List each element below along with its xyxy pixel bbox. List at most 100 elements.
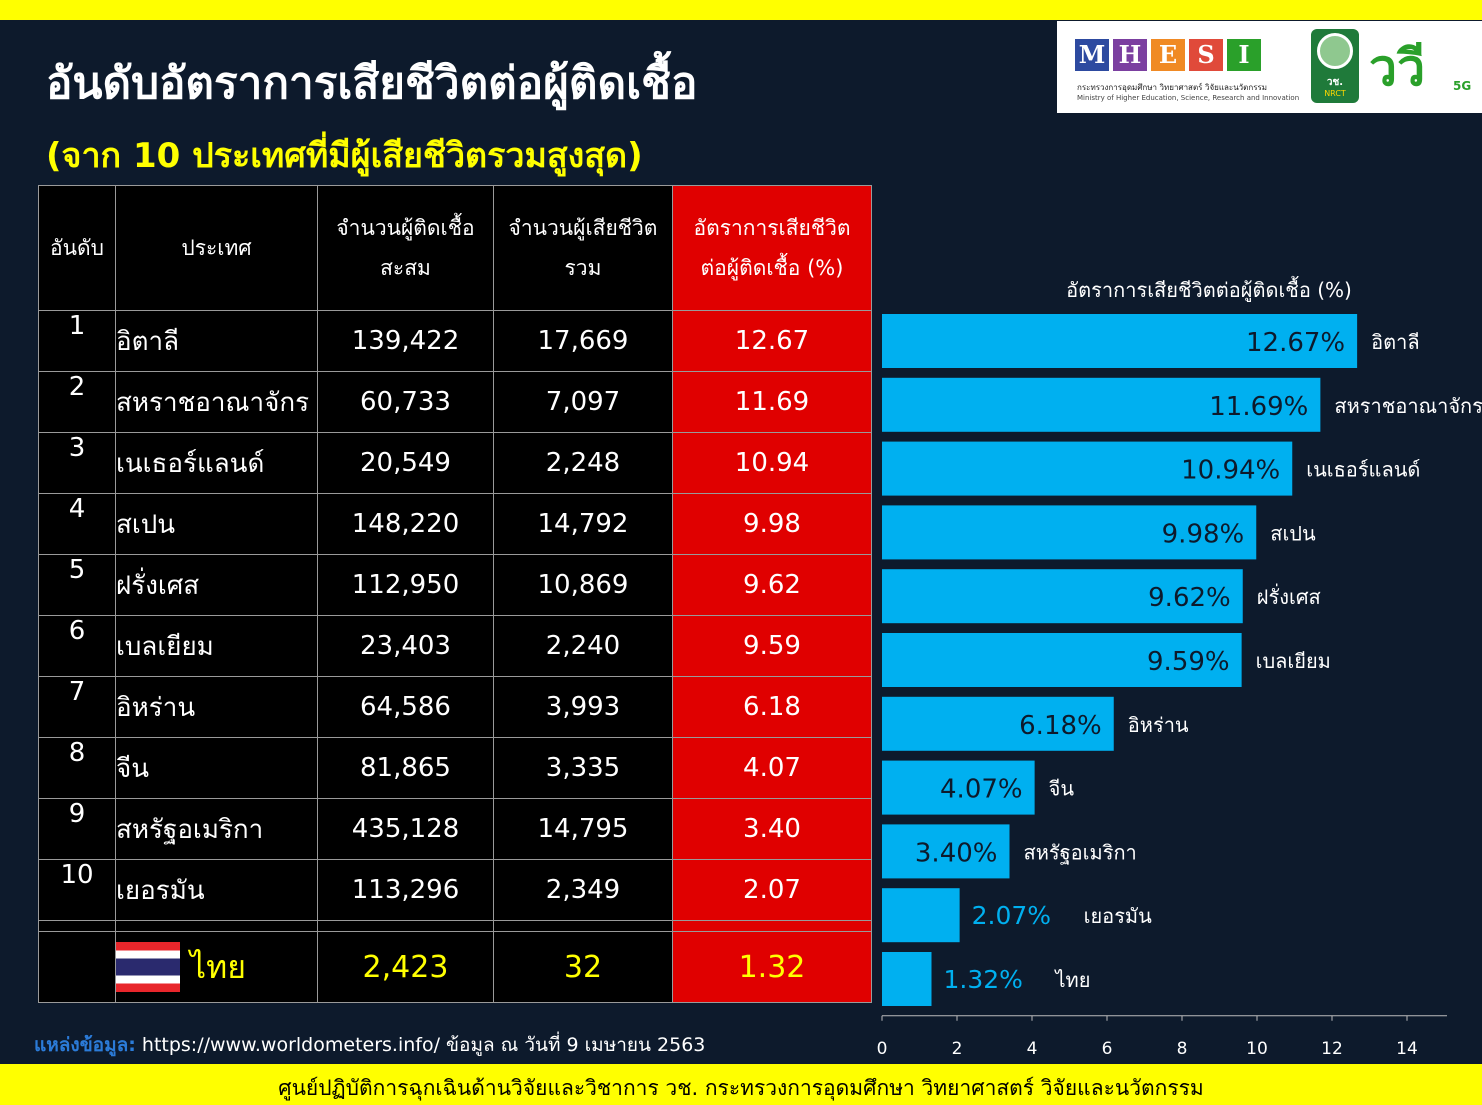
x-tick-label: 10: [1246, 1039, 1268, 1059]
x-tick-label: 14: [1396, 1039, 1418, 1059]
country-cell: สหราชอาณาจักร: [115, 371, 318, 433]
data-label: 2.07%: [972, 901, 1051, 930]
header-rank: อันดับ: [38, 185, 116, 311]
mhesi-letter: H: [1113, 39, 1147, 71]
rank-cell: 4: [38, 493, 116, 555]
fatality-rate-bar-chart: อัตราการเสียชีวิตต่อผู้ติดเชื้อ (%) 12.67…: [877, 276, 1482, 1059]
header-deaths-line2: รวม: [564, 256, 602, 280]
bar: [882, 952, 932, 1006]
data-label: 4.07%: [940, 775, 1023, 805]
thailand-rank-cell: [38, 931, 116, 1003]
rank-cell: 10: [38, 859, 116, 921]
deaths-cell: 2,349: [493, 859, 673, 921]
bar: [882, 888, 960, 943]
rate-cell: 12.67: [672, 310, 872, 372]
rank-cell: 6: [38, 615, 116, 677]
campaign-logo: ววี: [1369, 39, 1426, 97]
deaths-cell: 17,669: [493, 310, 673, 372]
rank-cell: 8: [38, 737, 116, 799]
category-label: อิตาลี: [1371, 330, 1420, 354]
mhesi-letter: I: [1227, 39, 1261, 71]
rate-cell: 11.69: [672, 371, 872, 433]
top-bar: [0, 0, 1482, 20]
category-label: อิหร่าน: [1128, 713, 1189, 737]
deaths-cell: 2,240: [493, 615, 673, 677]
nrct-thai-label: วช.: [1326, 77, 1344, 88]
rate-cell: 9.98: [672, 493, 872, 555]
header-deaths: จำนวนผู้เสียชีวิต รวม: [493, 185, 673, 311]
bar: [882, 696, 1114, 751]
table-row: 9 สหรัฐอเมริกา 435,128 14,795 3.40: [38, 798, 872, 860]
header-cases-line2: สะสม: [380, 256, 431, 280]
table-row: 1 อิตาลี 139,422 17,669 12.67: [38, 310, 872, 372]
category-label: เบลเยียม: [1256, 649, 1331, 673]
thailand-name: ไทย: [190, 947, 246, 986]
data-label: 6.18%: [1019, 711, 1102, 741]
table-row: 10 เยอรมัน 113,296 2,349 2.07: [38, 859, 872, 921]
cases-cell: 112,950: [317, 554, 494, 616]
country-cell: เบลเยียม: [115, 615, 318, 677]
rank-cell: 5: [38, 554, 116, 616]
mhesi-letter: M: [1075, 39, 1109, 71]
bar: [882, 824, 1010, 879]
cases-cell: 139,422: [317, 310, 494, 372]
country-cell: อิหร่าน: [115, 676, 318, 738]
rate-cell: 9.62: [672, 554, 872, 616]
category-label: ฝรั่งเศส: [1257, 583, 1321, 609]
cases-cell: 148,220: [317, 493, 494, 555]
category-label: เนเธอร์แลนด์: [1306, 458, 1420, 482]
country-cell: เนเธอร์แลนด์: [115, 432, 318, 494]
header-cases-line1: จำนวนผู้ติดเชื้อ: [336, 216, 475, 240]
mhesi-english-name: Ministry of Higher Education, Science, R…: [1077, 94, 1300, 102]
country-cell: อิตาลี: [115, 310, 318, 372]
chart-title: อัตราการเสียชีวิตต่อผู้ติดเชื้อ (%): [1066, 276, 1352, 303]
deaths-cell: 10,869: [493, 554, 673, 616]
cases-cell: 20,549: [317, 432, 494, 494]
data-label: 9.98%: [1162, 519, 1245, 549]
category-label: ไทย: [1054, 968, 1091, 992]
cases-cell: 23,403: [317, 615, 494, 677]
table-row: 3 เนเธอร์แลนด์ 20,549 2,248 10.94: [38, 432, 872, 494]
category-label: สหรัฐอเมริกา: [1024, 840, 1137, 864]
category-label: สเปน: [1270, 521, 1316, 545]
bar: [882, 377, 1321, 432]
data-label: 11.69%: [1209, 392, 1308, 422]
x-tick-label: 6: [1102, 1039, 1113, 1059]
thailand-flag-icon: [116, 942, 180, 992]
rank-cell: 7: [38, 676, 116, 738]
source-url[interactable]: https://www.worldometers.info/: [141, 1034, 440, 1056]
thailand-row: ไทย 2,423 32 1.32: [38, 931, 872, 1003]
deaths-cell: 3,335: [493, 737, 673, 799]
country-cell: ฝรั่งเศส: [115, 554, 318, 616]
footer-text: ศูนย์ปฏิบัติการฉุกเฉินด้านวิจัยและวิชากา…: [278, 1076, 1204, 1100]
nrct-emblem-icon: [1317, 33, 1353, 69]
table-row: 8 จีน 81,865 3,335 4.07: [38, 737, 872, 799]
data-label: 10.94%: [1181, 456, 1280, 486]
table-row: 2 สหราชอาณาจักร 60,733 7,097 11.69: [38, 371, 872, 433]
header-rate-line2: ต่อผู้ติดเชื้อ (%): [700, 256, 844, 280]
deaths-cell: 7,097: [493, 371, 673, 433]
table-row: 4 สเปน 148,220 14,792 9.98: [38, 493, 872, 555]
header-rate-line1: อัตราการเสียชีวิต: [693, 216, 851, 240]
rank-cell: 2: [38, 371, 116, 433]
thailand-country-cell: ไทย: [115, 931, 318, 1003]
page-subtitle: (จาก 10 ประเทศที่มีผู้เสียชีวิตรวมสูงสุด…: [46, 136, 643, 176]
bar: [882, 760, 1035, 815]
source-label: แหล่งข้อมูล:: [34, 1034, 136, 1056]
bar: [882, 633, 1242, 687]
rate-cell: 3.40: [672, 798, 872, 860]
nrct-english-label: NRCT: [1324, 89, 1346, 98]
table-spacer-row: [38, 920, 872, 932]
rate-cell: 9.59: [672, 615, 872, 677]
cases-cell: 60,733: [317, 371, 494, 433]
data-label: 9.62%: [1148, 583, 1231, 613]
data-label: 3.40%: [915, 838, 998, 868]
table-row: 6 เบลเยียม 23,403 2,240 9.59: [38, 615, 872, 677]
thailand-cases-cell: 2,423: [317, 931, 494, 1003]
bar: [882, 569, 1243, 624]
category-label: เยอรมัน: [1084, 904, 1152, 928]
bar: [882, 441, 1293, 496]
cases-cell: 113,296: [317, 859, 494, 921]
country-cell: สหรัฐอเมริกา: [115, 798, 318, 860]
page-title: อันดับอัตราการเสียชีวิตต่อผู้ติดเชื้อ: [46, 58, 698, 109]
